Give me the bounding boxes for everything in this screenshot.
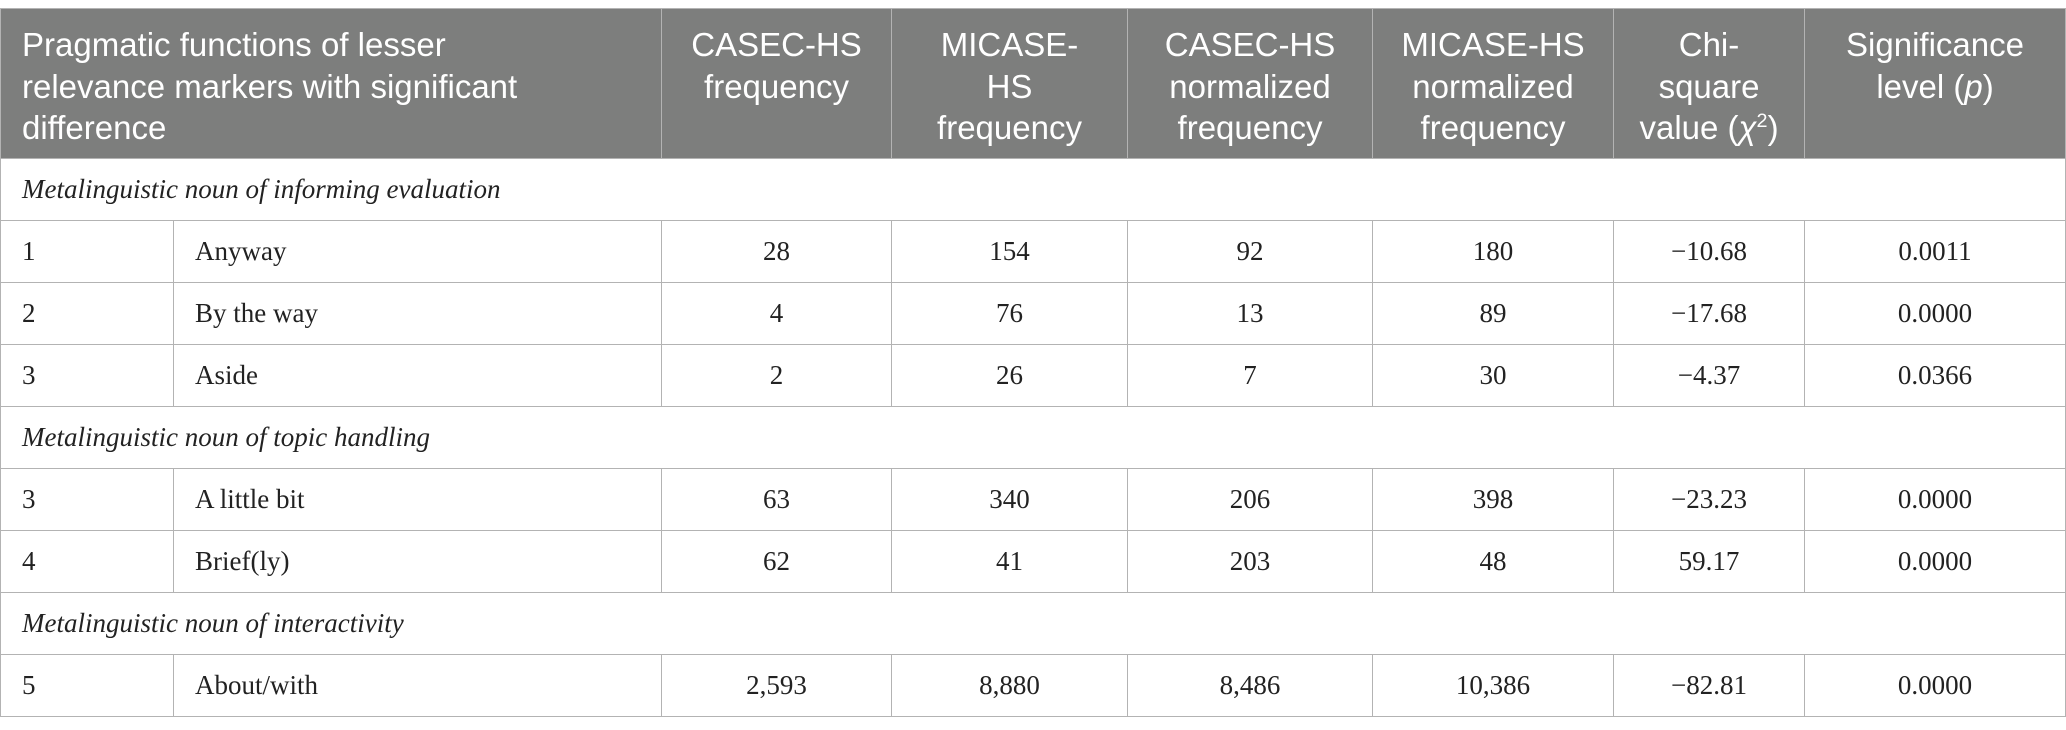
table-container: Pragmatic functions of lesser relevance … xyxy=(0,8,2066,717)
header-micase-frequency: MICASE- HS frequency xyxy=(891,8,1129,159)
marker-label: A little bit xyxy=(172,468,663,531)
significance-cell: 0.0000 xyxy=(1804,468,2066,531)
table-row: 3 A little bit 63 340 206 398 −23.23 0.0… xyxy=(0,468,2066,531)
micase-frequency-cell: 154 xyxy=(891,220,1129,283)
significance-cell: 0.0366 xyxy=(1804,344,2066,407)
micase-frequency-cell: 41 xyxy=(891,530,1129,593)
casec-normalized-cell: 203 xyxy=(1127,530,1374,593)
row-number: 1 xyxy=(0,220,174,283)
row-number: 2 xyxy=(0,282,174,345)
header-micase-normalized-frequency: MICASE-HS normalized frequency xyxy=(1372,8,1615,159)
p-symbol: p xyxy=(1964,67,1983,105)
micase-frequency-cell: 340 xyxy=(891,468,1129,531)
marker-label: Brief(ly) xyxy=(172,530,663,593)
table-row: 3 Aside 2 26 7 30 −4.37 0.0366 xyxy=(0,344,2066,407)
header-significance-level: Significance level (p) xyxy=(1804,8,2066,159)
section-row: Metalinguistic noun of informing evaluat… xyxy=(0,158,2066,221)
casec-normalized-cell: 206 xyxy=(1127,468,1374,531)
micase-frequency-cell: 26 xyxy=(891,344,1129,407)
header-chi-square-value: Chi- square value (χ2) xyxy=(1613,8,1806,159)
data-table: Pragmatic functions of lesser relevance … xyxy=(0,8,2066,717)
casec-normalized-cell: 7 xyxy=(1127,344,1374,407)
row-number: 3 xyxy=(0,468,174,531)
casec-frequency-cell: 2 xyxy=(661,344,893,407)
casec-normalized-cell: 92 xyxy=(1127,220,1374,283)
casec-frequency-cell: 62 xyxy=(661,530,893,593)
significance-cell: 0.0011 xyxy=(1804,220,2066,283)
marker-label: By the way xyxy=(172,282,663,345)
row-number: 3 xyxy=(0,344,174,407)
micase-normalized-cell: 30 xyxy=(1372,344,1615,407)
chi-square-cell: 59.17 xyxy=(1613,530,1806,593)
row-number: 5 xyxy=(0,654,174,717)
header-chi-square-close: ) xyxy=(1767,109,1779,146)
significance-cell: 0.0000 xyxy=(1804,654,2066,717)
micase-normalized-cell: 10,386 xyxy=(1372,654,1615,717)
header-casec-normalized-frequency: CASEC-HS normalized frequency xyxy=(1127,8,1374,159)
chi-square-cell: −82.81 xyxy=(1613,654,1806,717)
section-title: Metalinguistic noun of informing evaluat… xyxy=(0,158,2066,221)
micase-frequency-cell: 8,880 xyxy=(891,654,1129,717)
header-significance-text: Significance level ( xyxy=(1846,26,2024,105)
section-title: Metalinguistic noun of topic handling xyxy=(0,406,2066,469)
table-row: 2 By the way 4 76 13 89 −17.68 0.0000 xyxy=(0,282,2066,345)
section-row: Metalinguistic noun of topic handling xyxy=(0,406,2066,469)
section-title: Metalinguistic noun of interactivity xyxy=(0,592,2066,655)
significance-cell: 0.0000 xyxy=(1804,530,2066,593)
micase-normalized-cell: 89 xyxy=(1372,282,1615,345)
chi-superscript: 2 xyxy=(1756,110,1768,132)
casec-frequency-cell: 2,593 xyxy=(661,654,893,717)
micase-normalized-cell: 398 xyxy=(1372,468,1615,531)
casec-frequency-cell: 4 xyxy=(661,282,893,345)
micase-frequency-cell: 76 xyxy=(891,282,1129,345)
header-pragmatic-functions: Pragmatic functions of lesser relevance … xyxy=(0,8,663,159)
micase-normalized-cell: 48 xyxy=(1372,530,1615,593)
chi-square-cell: −10.68 xyxy=(1613,220,1806,283)
header-casec-frequency: CASEC-HS frequency xyxy=(661,8,893,159)
table-row: 1 Anyway 28 154 92 180 −10.68 0.0011 xyxy=(0,220,2066,283)
chi-square-cell: −23.23 xyxy=(1613,468,1806,531)
header-chi-square-text: Chi- square value ( xyxy=(1639,26,1760,146)
significance-cell: 0.0000 xyxy=(1804,282,2066,345)
table-row: 5 About/with 2,593 8,880 8,486 10,386 −8… xyxy=(0,654,2066,717)
row-number: 4 xyxy=(0,530,174,593)
marker-label: About/with xyxy=(172,654,663,717)
casec-frequency-cell: 63 xyxy=(661,468,893,531)
header-significance-close: ) xyxy=(1982,67,1994,105)
marker-label: Aside xyxy=(172,344,663,407)
chi-square-cell: −4.37 xyxy=(1613,344,1806,407)
casec-normalized-cell: 13 xyxy=(1127,282,1374,345)
casec-normalized-cell: 8,486 xyxy=(1127,654,1374,717)
table-row: 4 Brief(ly) 62 41 203 48 59.17 0.0000 xyxy=(0,530,2066,593)
chi-square-cell: −17.68 xyxy=(1613,282,1806,345)
micase-normalized-cell: 180 xyxy=(1372,220,1615,283)
table-header: Pragmatic functions of lesser relevance … xyxy=(0,8,2066,159)
casec-frequency-cell: 28 xyxy=(661,220,893,283)
marker-label: Anyway xyxy=(172,220,663,283)
section-row: Metalinguistic noun of interactivity xyxy=(0,592,2066,655)
table-body: Metalinguistic noun of informing evaluat… xyxy=(0,158,2066,717)
chi-symbol: χ xyxy=(1738,109,1757,146)
header-row: Pragmatic functions of lesser relevance … xyxy=(0,8,2066,159)
